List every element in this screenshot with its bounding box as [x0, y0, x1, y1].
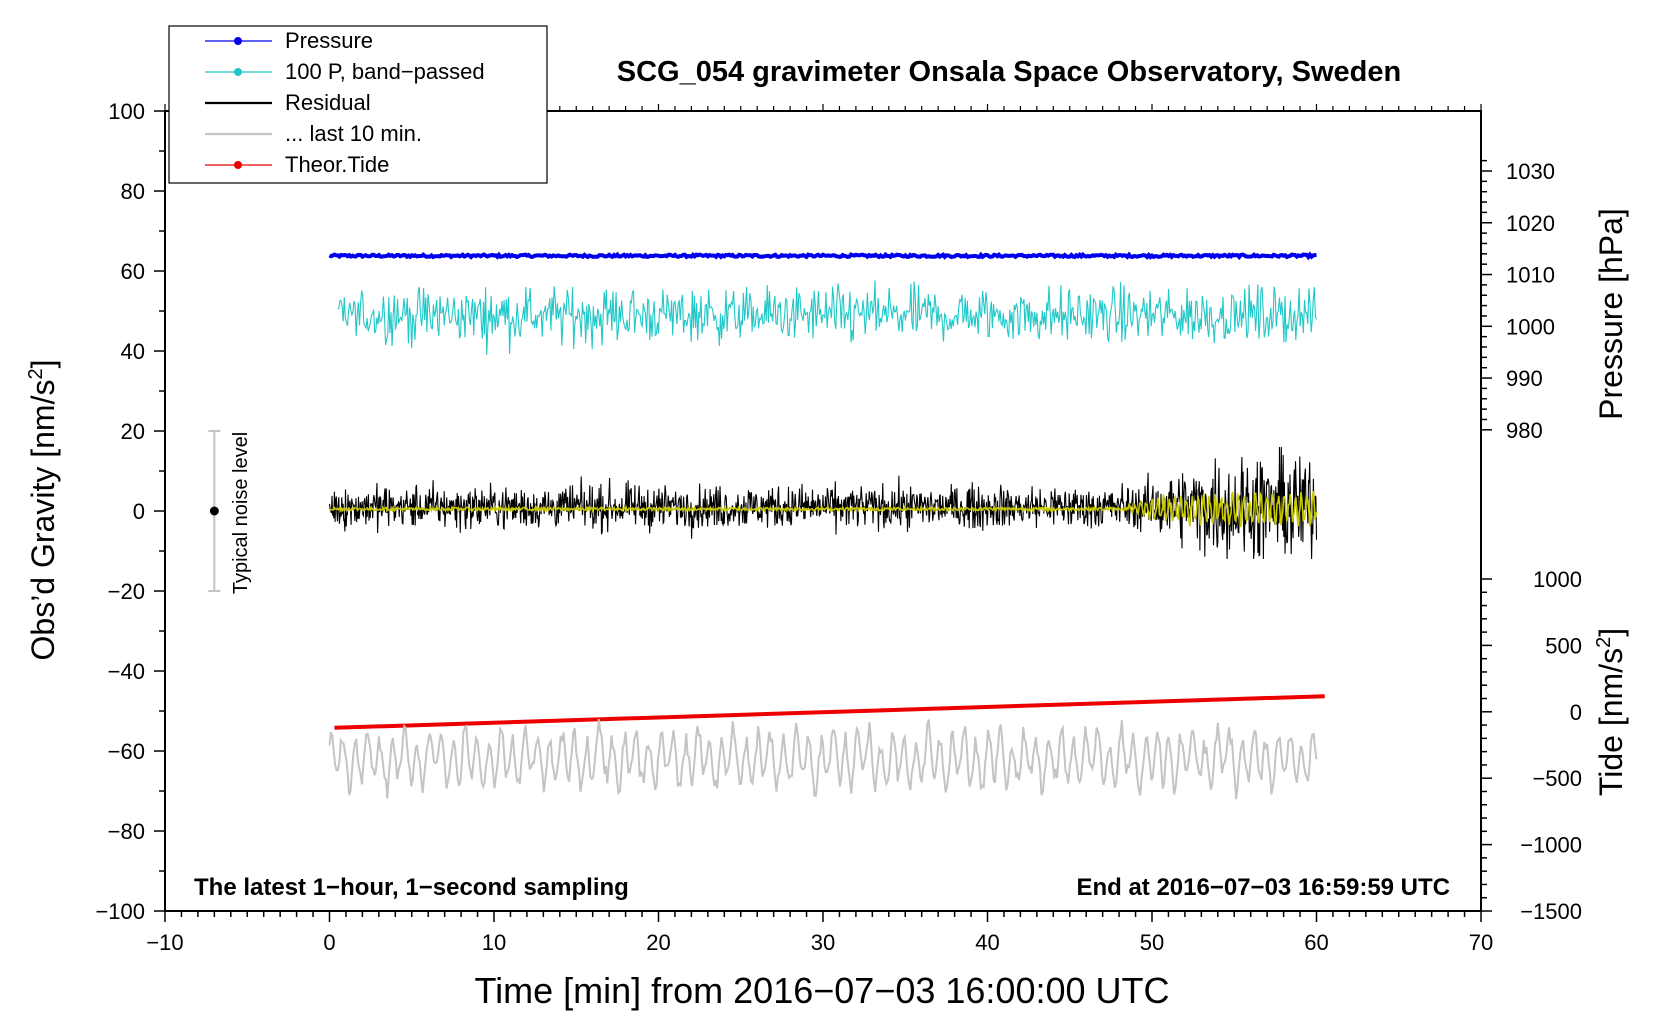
legend-label: 100 P, band−passed — [285, 59, 485, 84]
y-tick-label: 100 — [108, 99, 145, 124]
legend-item: Theor.Tide — [205, 152, 389, 177]
pressure-tick-label: 990 — [1506, 366, 1543, 391]
series-residual — [328, 446, 1318, 560]
y-tick-label: 40 — [121, 339, 145, 364]
y-axis-label: Obs’d Gravity [nm/s2] — [25, 360, 61, 661]
tide-tick-label: 500 — [1545, 633, 1582, 658]
noise-level-indicator — [208, 430, 221, 592]
x-tick-label: 10 — [482, 930, 506, 955]
tide-tick-label: −1500 — [1520, 899, 1582, 924]
tide-tick-label: 1000 — [1533, 567, 1582, 592]
y-tick-label: −100 — [95, 899, 145, 924]
series-residual-smoothed — [329, 491, 1318, 528]
legend-item: Pressure — [205, 28, 373, 53]
x-axis-label: Time [min] from 2016−07−03 16:00:00 UTC — [474, 970, 1169, 1011]
series-bandpassed-pressure — [337, 280, 1318, 355]
pressure-tick-label: 980 — [1506, 418, 1543, 443]
y-tick-label: 80 — [121, 179, 145, 204]
pressure-axis-label: Pressure [hPa] — [1593, 208, 1629, 420]
tide-tick-label: −1000 — [1520, 833, 1582, 858]
legend-item: ... last 10 min. — [205, 121, 422, 146]
x-tick-label: 40 — [975, 930, 999, 955]
chart-title: SCG_054 gravimeter Onsala Space Observat… — [617, 56, 1401, 88]
legend-item: 100 P, band−passed — [205, 59, 485, 84]
y-tick-label: 20 — [121, 419, 145, 444]
annotation-end-time: End at 2016−07−03 16:59:59 UTC — [1076, 874, 1450, 901]
y-tick-label: −40 — [108, 659, 145, 684]
y-tick-label: −20 — [108, 579, 145, 604]
pressure-tick-label: 1010 — [1506, 263, 1555, 288]
legend-label: Residual — [285, 90, 371, 115]
x-tick-label: −10 — [146, 930, 183, 955]
series-theoretical-tide — [334, 694, 1325, 730]
annotation-sampling: The latest 1−hour, 1−second sampling — [194, 874, 629, 901]
y-tick-label: 60 — [121, 259, 145, 284]
legend-marker — [234, 37, 242, 45]
legend-label: ... last 10 min. — [285, 121, 422, 146]
tide-axis-label: Tide [nm/s2] — [1593, 628, 1629, 796]
legend-box — [168, 25, 548, 184]
x-tick-label: 50 — [1140, 930, 1164, 955]
x-axis-ticks: −10 0 10 20 30 40 50 60 70 — [146, 911, 1493, 955]
tide-axis-ticks: 1000 500 0 −500 −1000 −1500 — [1481, 567, 1582, 924]
legend-label: Theor.Tide — [285, 152, 389, 177]
y-tick-label: −80 — [108, 819, 145, 844]
x-tick-label: 60 — [1304, 930, 1328, 955]
noise-level-label: Typical noise level — [230, 432, 252, 594]
series-pressure — [328, 251, 1317, 261]
x-tick-label: 30 — [811, 930, 835, 955]
x-tick-label: 70 — [1469, 930, 1493, 955]
x-tick-label: 20 — [646, 930, 670, 955]
legend: Pressure 100 P, band−passed Residual ... la… — [168, 25, 548, 184]
noise-center-dot — [209, 506, 219, 516]
legend-marker — [234, 161, 242, 169]
tide-tick-label: 0 — [1570, 700, 1582, 725]
legend-marker — [234, 68, 242, 76]
pressure-axis-ticks: 1030 1020 1010 1000 990 980 — [1481, 159, 1555, 443]
y-tick-label: 0 — [133, 499, 145, 524]
y-tick-label: −60 — [108, 739, 145, 764]
y-axis-ticks: 100 80 60 40 20 0 −20 −40 −60 −80 −100 — [95, 99, 165, 924]
x-tick-label: 0 — [323, 930, 335, 955]
legend-label: Pressure — [285, 28, 373, 53]
series-last-10-min — [328, 718, 1318, 800]
pressure-tick-label: 1030 — [1506, 159, 1555, 184]
tide-tick-label: −500 — [1532, 766, 1582, 791]
series-layer — [328, 251, 1325, 800]
legend-item: Residual — [205, 90, 371, 115]
pressure-tick-label: 1020 — [1506, 211, 1555, 236]
pressure-tick-label: 1000 — [1506, 314, 1555, 339]
